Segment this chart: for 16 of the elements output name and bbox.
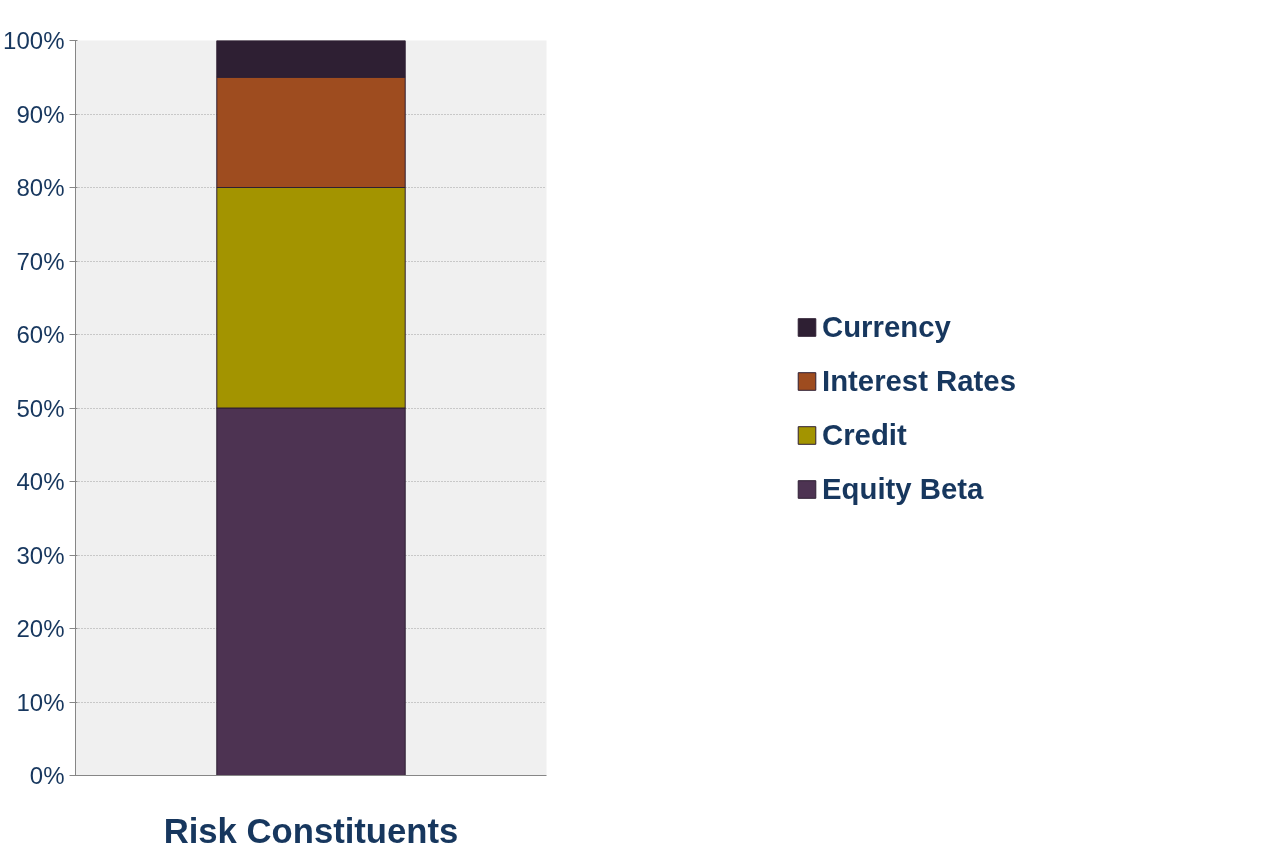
x-tick-label: Risk Constituents (163, 811, 459, 850)
y-tick-label: 100% (3, 27, 65, 54)
y-tick-label: 30% (16, 541, 65, 569)
y-tick-label: 50% (16, 394, 65, 422)
y-tick-label: 70% (16, 247, 65, 275)
y-tick-label: 40% (16, 468, 65, 495)
legend-label: Credit (822, 417, 907, 452)
legend-label: Currency (822, 309, 951, 344)
y-tick-label: 90% (16, 100, 65, 128)
y-tick-label: 60% (16, 321, 65, 348)
y-tick-label: 80% (16, 174, 65, 201)
y-tick-label: 0% (29, 762, 65, 789)
y-tick-label: 10% (16, 688, 65, 716)
y-tick-label: 20% (16, 615, 65, 642)
legend-label: Interest Rates (822, 363, 1016, 398)
legend-label: Equity Beta (822, 471, 984, 506)
